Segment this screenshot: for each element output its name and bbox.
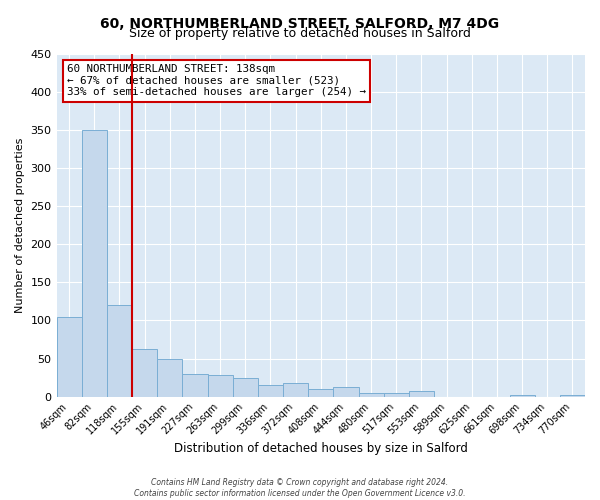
Text: Contains HM Land Registry data © Crown copyright and database right 2024.
Contai: Contains HM Land Registry data © Crown c… (134, 478, 466, 498)
Bar (359, 393, 383, 396)
Bar (509, 395, 535, 396)
Text: Size of property relative to detached houses in Salford: Size of property relative to detached ho… (129, 28, 471, 40)
Bar (56, 316, 82, 396)
Bar (258, 385, 283, 396)
Bar (283, 383, 308, 396)
Bar (308, 389, 334, 396)
Bar (208, 376, 233, 396)
Bar (82, 130, 107, 396)
Bar (409, 392, 434, 396)
Bar (334, 386, 359, 396)
Bar (107, 305, 132, 396)
Bar (560, 395, 585, 396)
Y-axis label: Number of detached properties: Number of detached properties (15, 138, 25, 313)
Text: 60, NORTHUMBERLAND STREET, SALFORD, M7 4DG: 60, NORTHUMBERLAND STREET, SALFORD, M7 4… (100, 18, 500, 32)
Text: 60 NORTHUMBERLAND STREET: 138sqm
← 67% of detached houses are smaller (523)
33% : 60 NORTHUMBERLAND STREET: 138sqm ← 67% o… (67, 64, 366, 98)
Bar (132, 350, 157, 397)
Bar (233, 378, 258, 396)
X-axis label: Distribution of detached houses by size in Salford: Distribution of detached houses by size … (174, 442, 468, 455)
Bar (182, 374, 208, 396)
Bar (157, 358, 182, 397)
Bar (383, 393, 409, 396)
